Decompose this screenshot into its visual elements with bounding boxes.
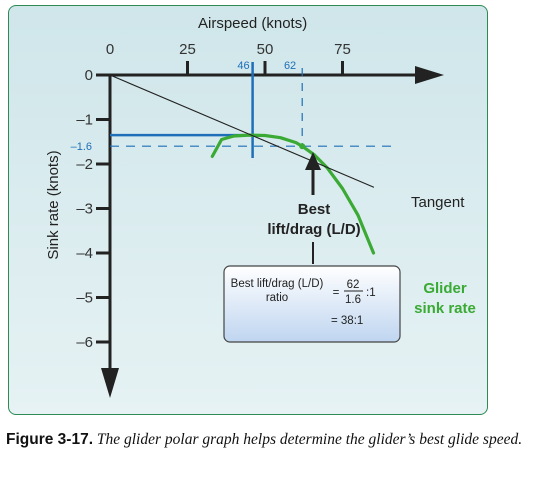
best-ld-label-line1: Best: [298, 201, 331, 218]
ratio-suffix: :1: [366, 287, 376, 299]
tangent-line: [109, 74, 375, 188]
y-axis-title: Sink rate (knots): [45, 150, 62, 259]
x-tick-label: 25: [179, 41, 196, 58]
ratio-label-line2: ratio: [266, 292, 288, 304]
x-tick-label: 75: [334, 41, 351, 58]
glider-sink-rate-curve: [210, 133, 376, 255]
marker-62-label: 62: [284, 60, 296, 72]
ratio-label-line1: Best lift/drag (L/D): [231, 278, 324, 290]
ratio-denominator: 1.6: [345, 294, 361, 306]
x-tick-label: 0: [106, 41, 114, 58]
marker-neg16-label: –1.6: [71, 141, 92, 153]
glider-label-line2: sink rate: [414, 300, 476, 317]
y-tick-label: –5: [76, 290, 93, 307]
figure-panel: [8, 5, 488, 415]
x-axis-title: Airspeed (knots): [198, 15, 307, 32]
y-tick-label: 0: [85, 67, 93, 84]
y-tick-label: –1: [76, 112, 93, 129]
best-ld-label-line2: lift/drag (L/D): [267, 221, 360, 238]
glider-label-line1: Glider: [423, 280, 467, 297]
y-axis-arrowhead: [101, 368, 119, 398]
y-tick-label: –4: [76, 245, 93, 262]
figure-caption: Figure 3-17. The glider polar graph help…: [6, 428, 526, 452]
x-tick-label: 50: [257, 41, 274, 58]
y-tick-label: –6: [76, 334, 93, 351]
best-ld-arrowhead: [305, 152, 321, 170]
x-axis-arrowhead: [415, 66, 444, 84]
glider-polar-chart: Airspeed (knots) Sink rate (knots) 0 25 50 75…: [45, 15, 476, 398]
marker-46-label: 46: [237, 60, 249, 72]
y-tick-label: –3: [76, 201, 93, 218]
ratio-numerator: 62: [347, 279, 360, 291]
caption-label: Figure 3-17.: [6, 431, 93, 448]
ratio-equals: =: [333, 287, 340, 299]
ratio-box: [223, 265, 401, 343]
tangent-label: Tangent: [411, 194, 465, 211]
tangent-point: [299, 143, 306, 150]
caption-text: The glider polar graph helps determine t…: [96, 431, 523, 448]
ratio-result: = 38:1: [331, 315, 363, 327]
y-tick-label: –2: [76, 156, 93, 173]
